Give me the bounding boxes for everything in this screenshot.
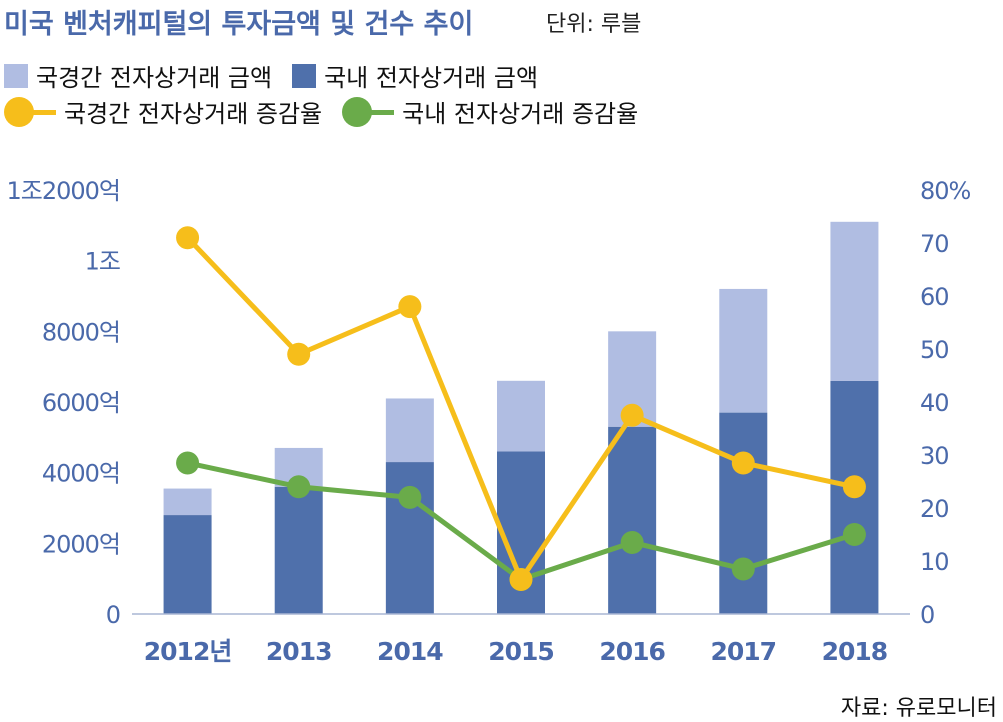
left-tick-label: 2000억: [42, 530, 120, 558]
legend-label-dom-amount: 국내 전자상거래 금액: [324, 64, 539, 92]
source-note: 자료: 유로모니터: [840, 696, 997, 721]
unit-label: 단위: 루블: [546, 12, 642, 37]
bar-crossborder-amount: [385, 398, 434, 463]
x-tick-label: 2014: [377, 637, 443, 666]
left-tick-label: 6000억: [42, 389, 120, 417]
domestic-growth-point: [176, 451, 200, 475]
right-tick-label: 60: [920, 283, 949, 311]
legend-marker-dom-growth: [342, 96, 395, 127]
bar-domestic-amount: [385, 462, 434, 614]
legend-label-intl-amount: 국경간 전자상거래 금액: [36, 64, 273, 92]
left-tick-label: 4000억: [42, 460, 120, 488]
right-tick-label: 50: [920, 336, 949, 364]
left-tick-label: 8000억: [42, 318, 120, 346]
right-tick-label: 40: [920, 389, 949, 417]
crossborder-growth-point: [287, 342, 311, 366]
chart-title: 미국 벤처캐피털의 투자금액 및 건수 추이: [4, 9, 474, 40]
bar-crossborder-amount: [719, 288, 768, 413]
bar-domestic-amount: [608, 426, 657, 614]
left-tick-label: 1조: [85, 248, 120, 276]
x-tick-label: 2018: [822, 637, 888, 666]
legend-swatch-dom-amount: [292, 63, 317, 88]
legend-item-intl-amount: 국경간 전자상거래 금액: [4, 58, 272, 93]
domestic-growth-point: [398, 485, 422, 509]
left-tick-label: 1조2000억: [6, 177, 120, 205]
bar-domestic-amount: [719, 412, 768, 614]
legend-lines: 국경간 전자상거래 증감율 국내 전자상거래 증감율: [4, 94, 658, 129]
crossborder-growth-point: [176, 226, 200, 250]
right-tick-label: 70: [920, 230, 949, 258]
domestic-growth-point: [620, 530, 644, 554]
crossborder-growth-point: [509, 568, 533, 592]
bar-domestic-amount: [163, 515, 212, 614]
crossborder-growth-point: [731, 451, 755, 475]
x-tick-label: 2015: [488, 637, 554, 666]
legend-item-intl-growth: 국경간 전자상거래 증감율: [4, 94, 322, 129]
bar-crossborder-amount: [497, 380, 545, 452]
right-tick-label: 10: [920, 548, 949, 576]
legend-label-intl-growth: 국경간 전자상거래 증감율: [64, 100, 323, 128]
bar-crossborder-amount: [163, 488, 212, 516]
domestic-growth-point: [731, 557, 755, 581]
right-tick-label: 20: [920, 495, 949, 523]
right-tick-label: 30: [920, 442, 949, 470]
legend-bars: 국경간 전자상거래 금액 국내 전자상거래 금액: [4, 58, 558, 93]
legend-label-dom-growth: 국내 전자상거래 증감율: [402, 100, 639, 128]
x-tick-label: 2016: [599, 637, 665, 666]
legend-marker-intl-growth: [4, 96, 56, 127]
x-tick-label: 2012년: [144, 637, 232, 666]
crossborder-growth-point: [398, 295, 422, 319]
right-tick-label: 80%: [920, 177, 971, 205]
legend-swatch-intl-amount: [4, 63, 28, 88]
domestic-growth-point: [287, 475, 311, 499]
legend-item-dom-amount: 국내 전자상거래 금액: [292, 58, 538, 93]
bar-crossborder-amount: [830, 221, 879, 381]
x-tick-label: 2013: [266, 637, 332, 666]
crossborder-growth-point: [842, 475, 866, 499]
domestic-growth-point: [842, 523, 866, 546]
left-tick-label: 0: [106, 601, 120, 629]
right-tick-label: 0: [920, 601, 934, 629]
x-tick-label: 2017: [710, 637, 776, 666]
crossborder-growth-point: [620, 403, 644, 427]
bar-domestic-amount: [274, 486, 323, 614]
legend-item-dom-growth: 국내 전자상거래 증감율: [342, 94, 638, 129]
